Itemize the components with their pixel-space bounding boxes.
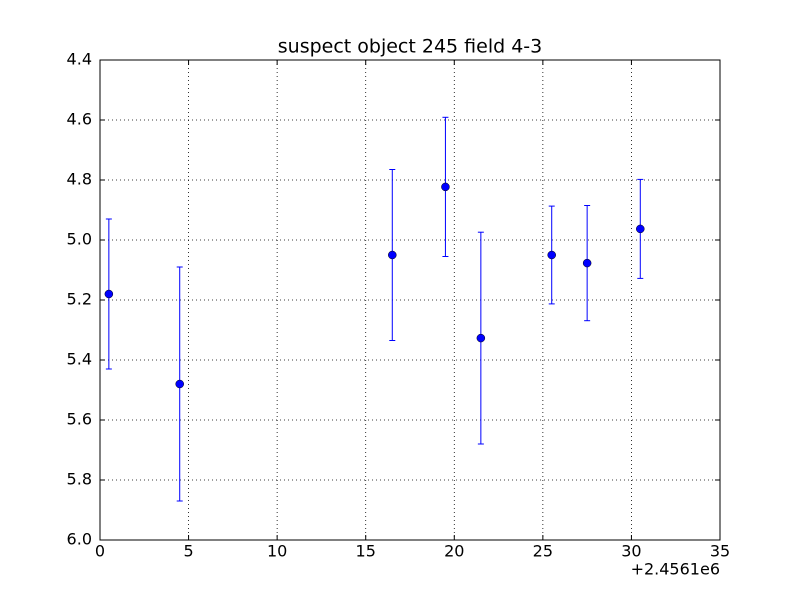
y-tick-label: 5.0 [67, 230, 92, 249]
x-tick-label: 30 [621, 542, 641, 561]
y-tick-label: 5.6 [67, 410, 92, 429]
data-point [388, 250, 397, 260]
data-point [636, 224, 645, 234]
x-tick-label: 5 [183, 542, 193, 561]
x-offset-label: +2.4561e6 [631, 560, 720, 579]
plot-frame [99, 59, 721, 541]
y-tick-label: 4.4 [67, 50, 92, 69]
data-point [547, 250, 556, 260]
chart-title: suspect object 245 field 4-3 [278, 36, 543, 58]
x-tick-label: 15 [356, 542, 376, 561]
x-tick-label: 25 [533, 542, 553, 561]
data-point [476, 333, 486, 343]
x-tick-label: 0 [95, 542, 105, 561]
y-tick-label: 4.8 [67, 170, 92, 189]
x-tick-label: 10 [267, 542, 287, 561]
y-tick-label: 6.0 [67, 530, 92, 549]
y-tick-label: 5.2 [67, 290, 92, 309]
data-point [582, 258, 592, 268]
y-tick-label: 4.6 [67, 110, 92, 129]
data-point [441, 182, 450, 192]
y-tick-label: 5.4 [67, 350, 92, 369]
data-point [104, 289, 114, 299]
x-tick-label: 20 [444, 542, 464, 561]
y-tick-label: 5.8 [67, 470, 92, 489]
x-tick-label: 35 [710, 542, 730, 561]
data-point [175, 379, 184, 389]
